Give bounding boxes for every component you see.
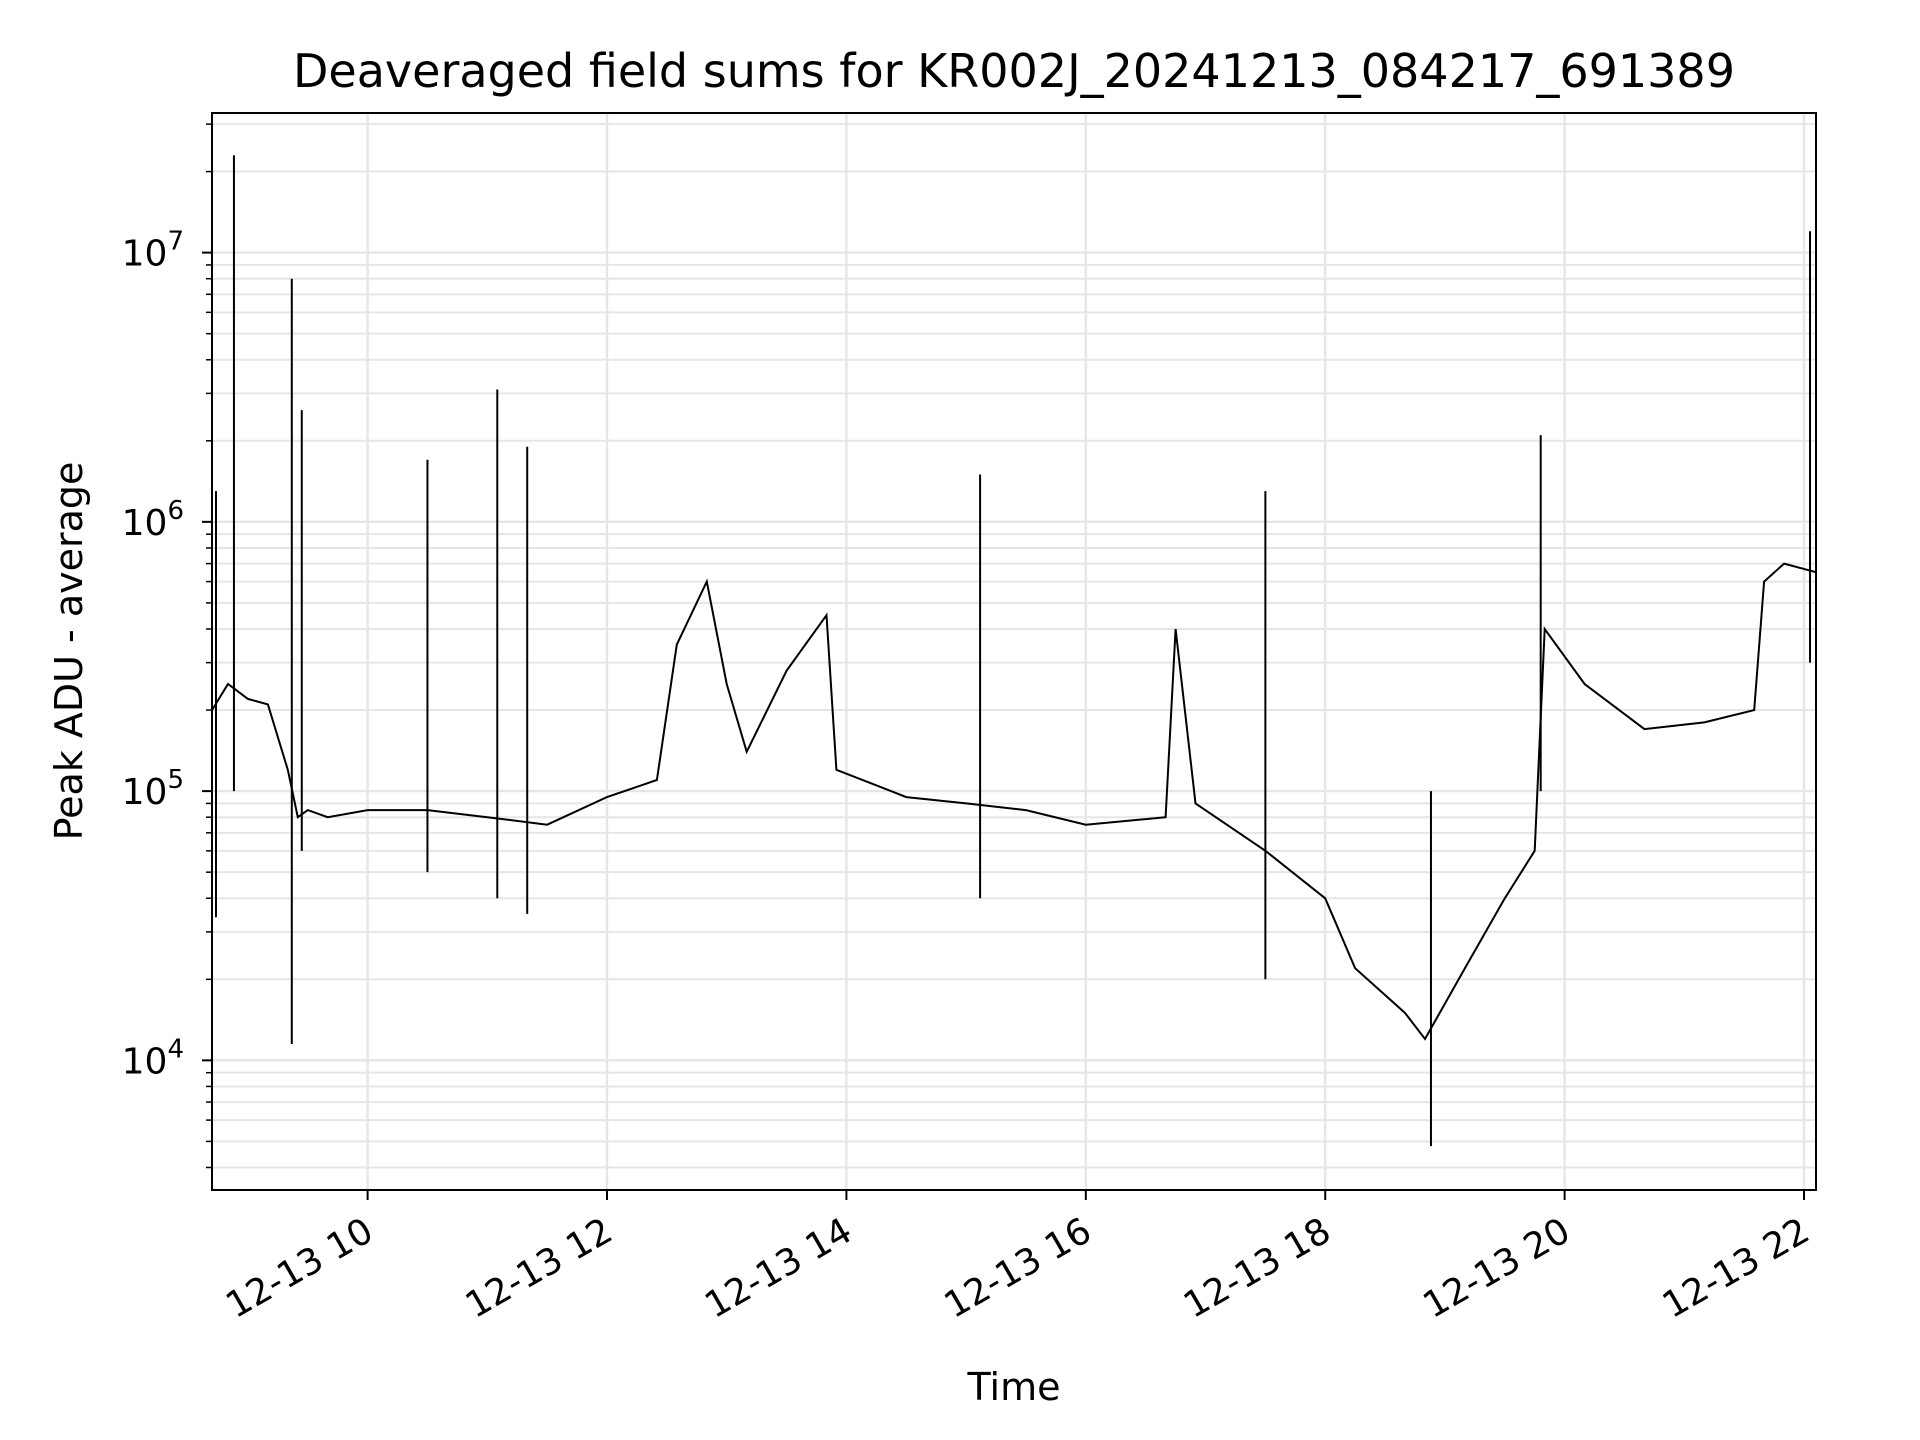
y-tick-label: 104	[122, 1034, 184, 1082]
y-axis-label: Peak ADU - average	[47, 462, 91, 841]
series-line	[211, 562, 1817, 1041]
y-tick-label: 105	[122, 765, 184, 813]
plot-frame	[211, 112, 1817, 1191]
y-tick-label: 107	[122, 227, 184, 275]
x-axis-label: Time	[967, 1365, 1061, 1409]
grid	[212, 113, 1816, 1190]
data-layer	[211, 155, 1817, 1147]
chart-title: Deaveraged field sums for KR002J_2024121…	[293, 44, 1735, 98]
y-tick-label: 106	[122, 496, 184, 544]
